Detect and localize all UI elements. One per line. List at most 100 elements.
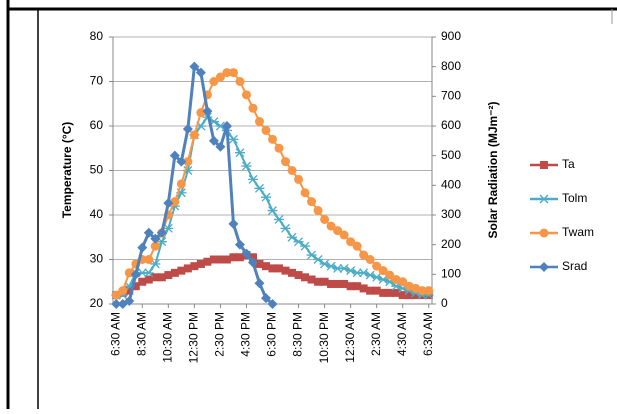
marker xyxy=(248,103,258,113)
marker xyxy=(183,157,193,167)
marker xyxy=(183,264,192,273)
y2-tick-label: 600 xyxy=(441,118,461,132)
marker xyxy=(170,268,179,277)
marker xyxy=(385,270,395,280)
marker xyxy=(221,121,232,131)
marker xyxy=(301,273,310,282)
y2-tick-label: 0 xyxy=(441,296,448,310)
marker xyxy=(359,284,368,293)
marker xyxy=(539,228,549,238)
marker xyxy=(333,226,343,236)
marker xyxy=(281,266,290,275)
marker xyxy=(294,271,303,280)
y-tick-label: 40 xyxy=(90,207,104,221)
marker xyxy=(131,282,140,291)
x-tick-label: 2:30 PM xyxy=(213,312,227,357)
marker xyxy=(235,77,245,86)
marker xyxy=(540,161,548,169)
marker xyxy=(539,194,549,204)
y2-tick-label: 100 xyxy=(441,267,461,281)
marker xyxy=(287,166,297,175)
marker xyxy=(190,262,199,271)
marker xyxy=(143,268,154,278)
marker xyxy=(274,143,284,153)
y2-tick-label: 400 xyxy=(441,178,461,192)
marker xyxy=(182,123,193,134)
marker xyxy=(398,277,408,287)
marker xyxy=(379,288,388,297)
y-axis-title: Temperature (°C) xyxy=(60,122,74,219)
marker xyxy=(372,261,382,271)
y-tick-label: 30 xyxy=(90,252,104,266)
x-tick-label: 12:30 AM xyxy=(343,312,357,363)
marker xyxy=(359,250,369,260)
legend-label: Tolm xyxy=(562,191,587,205)
marker xyxy=(130,269,141,280)
marker xyxy=(539,262,549,272)
x-tick-label: 6:30 PM xyxy=(265,312,279,357)
marker xyxy=(411,291,420,300)
marker xyxy=(222,255,231,264)
marker xyxy=(293,237,304,247)
marker xyxy=(287,232,298,242)
marker xyxy=(346,282,355,291)
marker xyxy=(235,253,244,262)
marker xyxy=(228,134,239,144)
x-tick-label: 4:30 AM xyxy=(395,312,409,356)
marker xyxy=(339,230,349,240)
x-tick-label: 12:30 PM xyxy=(187,312,201,363)
marker xyxy=(268,134,277,144)
marker xyxy=(234,148,245,158)
marker xyxy=(202,106,213,117)
marker xyxy=(247,257,258,268)
marker xyxy=(424,286,434,296)
marker xyxy=(352,241,362,251)
marker xyxy=(228,218,239,229)
marker xyxy=(216,255,225,264)
marker xyxy=(268,264,277,273)
marker xyxy=(281,157,291,167)
y-tick-label: 60 xyxy=(90,118,104,132)
marker xyxy=(275,264,284,273)
marker xyxy=(320,214,330,224)
marker xyxy=(144,275,153,284)
marker xyxy=(378,266,388,276)
marker xyxy=(372,286,381,295)
marker xyxy=(209,255,218,264)
marker xyxy=(392,288,401,297)
marker xyxy=(208,135,219,146)
marker xyxy=(157,273,166,282)
marker xyxy=(176,156,187,167)
marker xyxy=(365,255,375,264)
marker xyxy=(151,273,160,282)
marker xyxy=(353,282,362,291)
y-tick-label: 20 xyxy=(90,296,104,310)
marker xyxy=(222,68,232,78)
series xyxy=(112,251,433,300)
x-tick-label: 8:30 AM xyxy=(134,312,148,356)
marker xyxy=(267,206,278,216)
marker xyxy=(405,291,414,300)
marker xyxy=(138,277,147,286)
marker xyxy=(254,278,265,289)
marker xyxy=(314,277,323,286)
legend-label: Ta xyxy=(562,157,575,171)
marker xyxy=(189,130,199,140)
marker xyxy=(150,241,160,251)
marker xyxy=(320,277,329,286)
legend-label: Srad xyxy=(562,259,587,273)
marker xyxy=(177,266,186,275)
marker xyxy=(241,161,252,171)
marker xyxy=(196,108,206,118)
series xyxy=(111,61,278,309)
marker xyxy=(125,286,134,295)
marker xyxy=(346,237,356,247)
marker xyxy=(254,183,265,193)
marker xyxy=(234,239,245,250)
series-line xyxy=(115,71,429,296)
marker xyxy=(340,279,349,288)
y-tick-label: 80 xyxy=(90,29,104,43)
y-tick-label: 70 xyxy=(90,74,104,88)
y2-tick-label: 500 xyxy=(441,148,461,162)
marker xyxy=(327,279,336,288)
